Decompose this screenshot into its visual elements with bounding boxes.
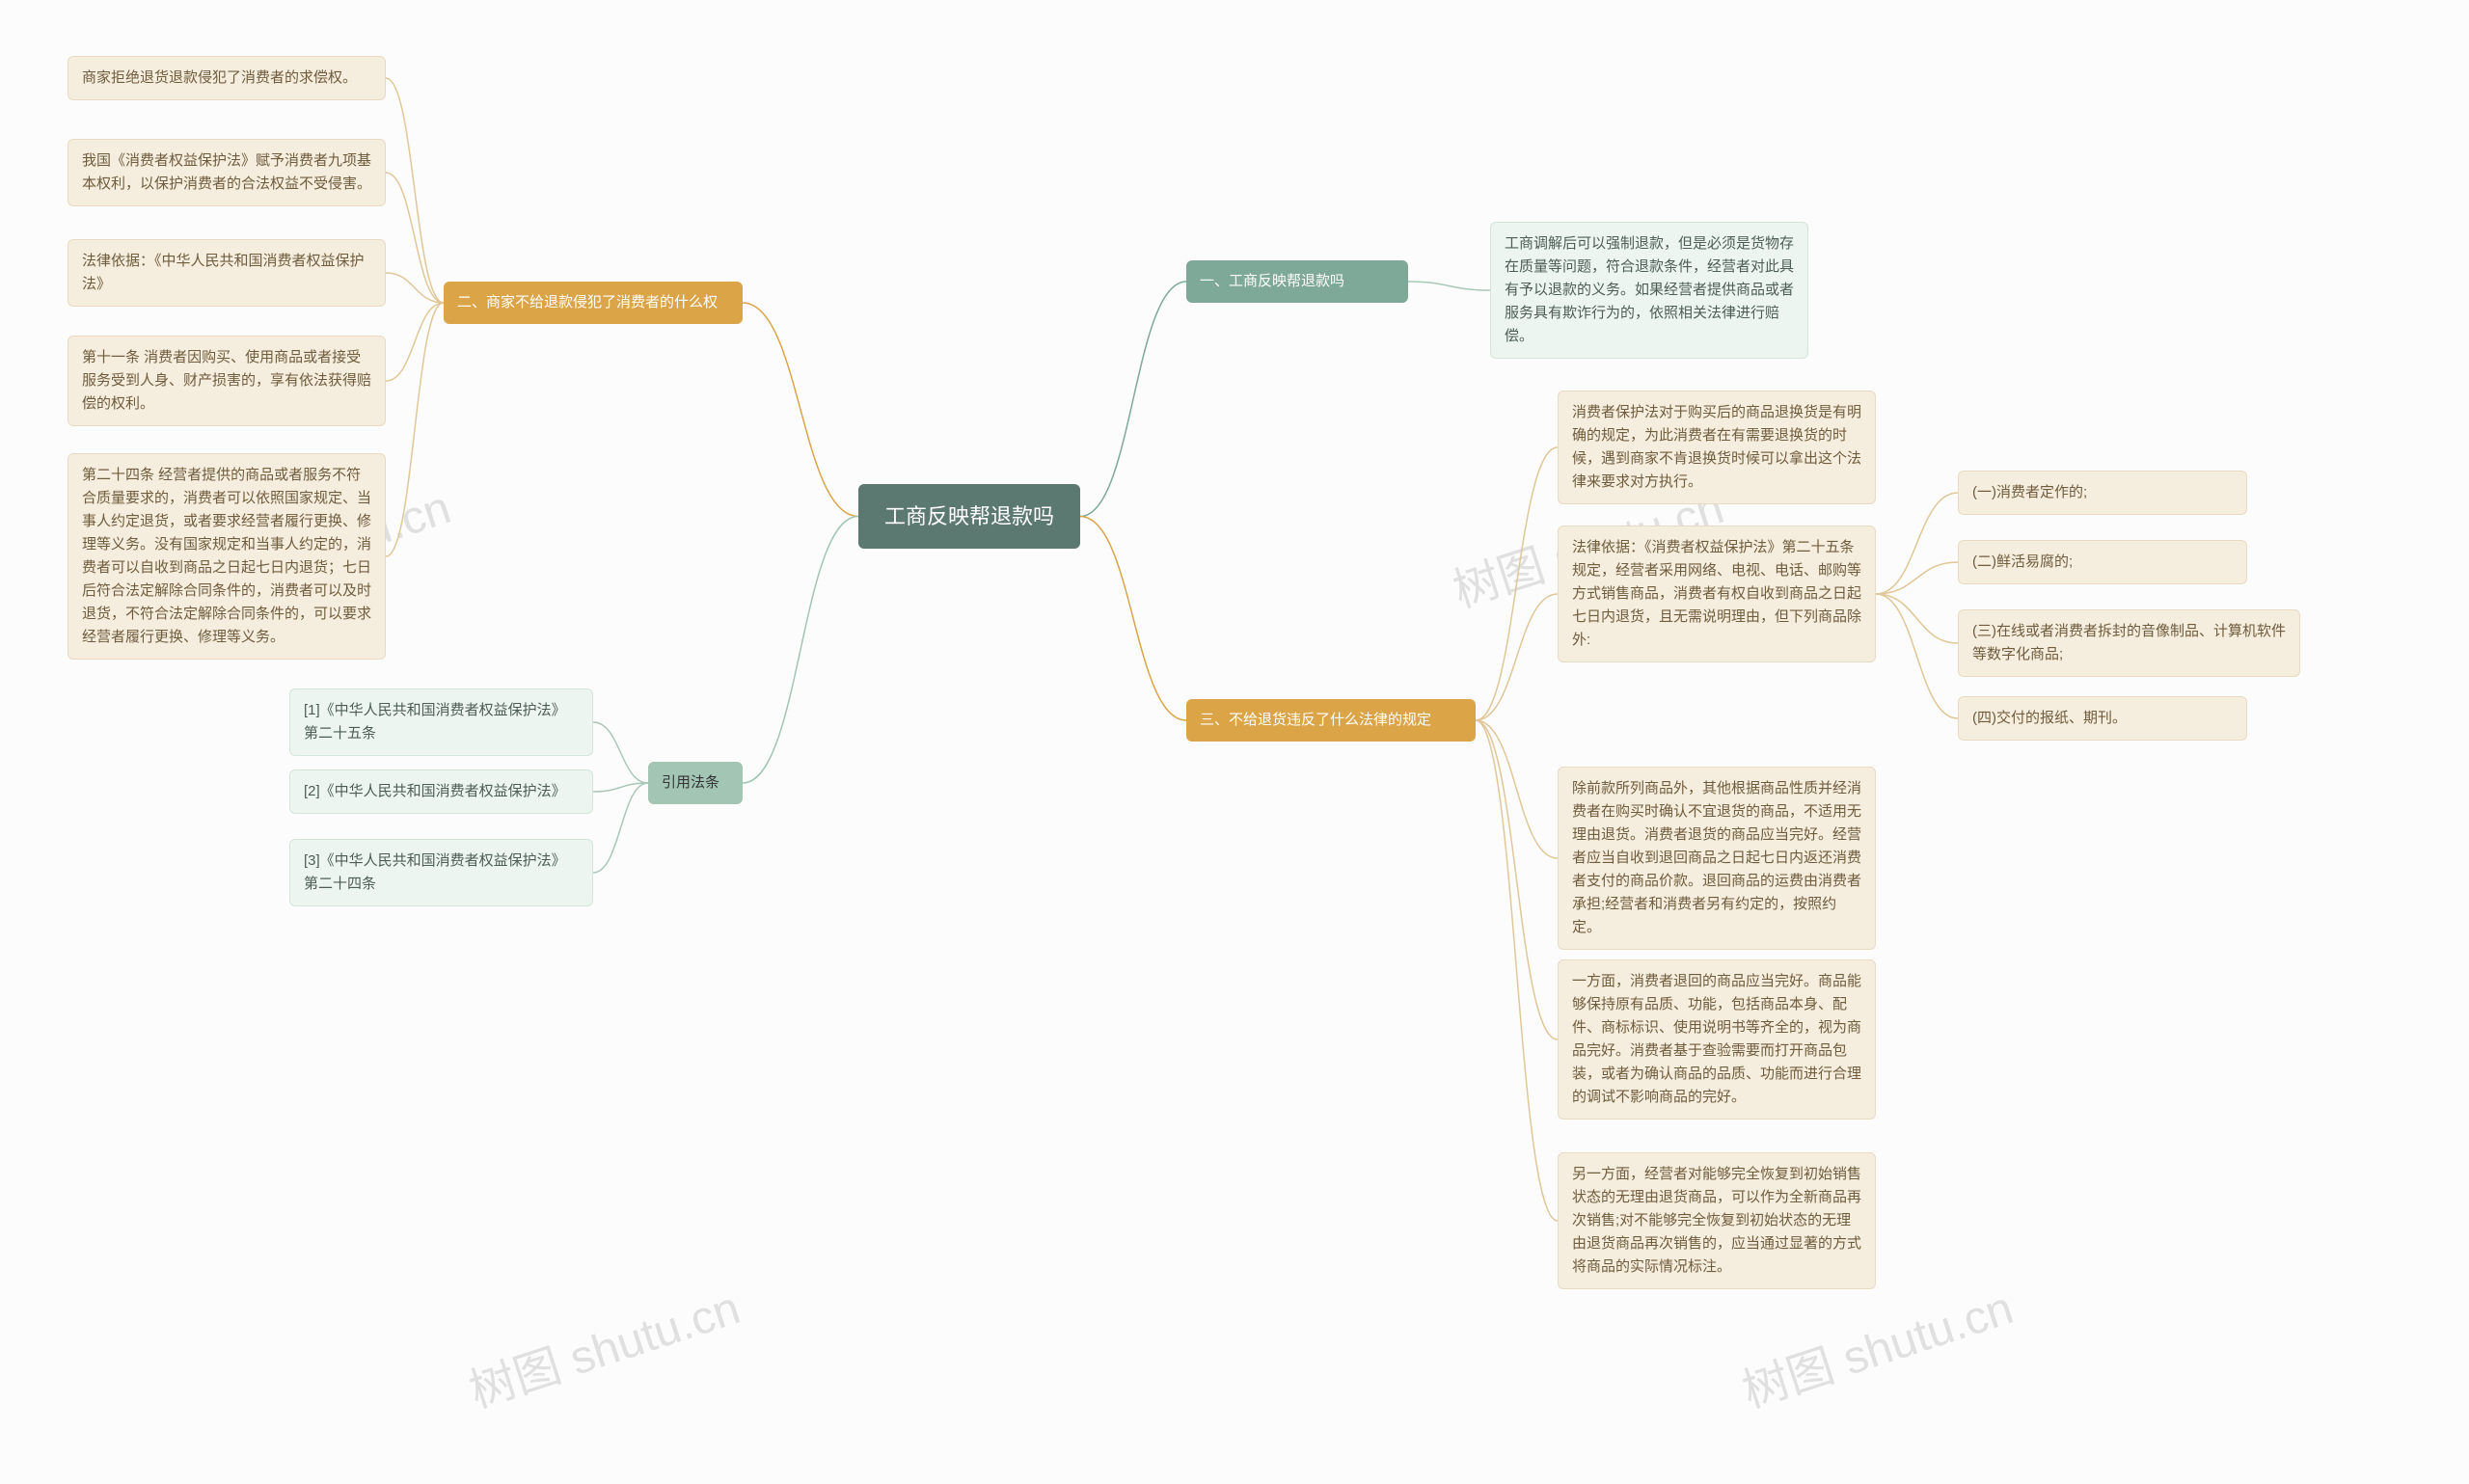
leaf-b3-2-1: (一)消费者定作的; (1958, 471, 2247, 515)
branch-cite: 引用法条 (648, 762, 743, 804)
root-node: 工商反映帮退款吗 (858, 484, 1080, 549)
leaf-cite-1: [1]《中华人民共和国消费者权益保护法》 第二十五条 (289, 688, 593, 756)
watermark: 树图 shutu.cn (1732, 1270, 2020, 1420)
leaf-b3-2-2: (二)鲜活易腐的; (1958, 540, 2247, 584)
watermark: 树图 shutu.cn (459, 1270, 746, 1420)
leaf-b2-5: 第二十四条 经营者提供的商品或者服务不符合质量要求的，消费者可以依照国家规定、当… (68, 453, 386, 660)
leaf-b3-4: 一方面，消费者退回的商品应当完好。商品能够保持原有品质、功能，包括商品本身、配件… (1558, 959, 1876, 1120)
leaf-cite-2: [2]《中华人民共和国消费者权益保护法》 (289, 769, 593, 814)
leaf-b3-3: 除前款所列商品外，其他根据商品性质并经消费者在购买时确认不宜退货的商品，不适用无… (1558, 767, 1876, 950)
leaf-b2-2: 我国《消费者权益保护法》赋予消费者九项基本权利，以保护消费者的合法权益不受侵害。 (68, 139, 386, 206)
leaf-b2-3: 法律依据：《中华人民共和国消费者权益保护法》 (68, 239, 386, 307)
leaf-b3-2: 法律依据：《消费者权益保护法》第二十五条规定，经营者采用网络、电视、电话、邮购等… (1558, 526, 1876, 662)
leaf-b3-2-3: (三)在线或者消费者拆封的音像制品、计算机软件等数字化商品; (1958, 609, 2300, 677)
branch-1: 一、工商反映帮退款吗 (1186, 260, 1408, 303)
leaf-b3-1: 消费者保护法对于购买后的商品退换货是有明确的规定，为此消费者在有需要退换货的时候… (1558, 391, 1876, 504)
leaf-b1-1: 工商调解后可以强制退款，但是必须是货物存在质量等问题，符合退款条件，经营者对此具… (1490, 222, 1808, 359)
branch-2: 二、商家不给退款侵犯了消费者的什么权 (444, 282, 743, 324)
leaf-cite-3: [3]《中华人民共和国消费者权益保护法》 第二十四条 (289, 839, 593, 906)
leaf-b2-1: 商家拒绝退货退款侵犯了消费者的求偿权。 (68, 56, 386, 100)
leaf-b3-5: 另一方面，经营者对能够完全恢复到初始销售状态的无理由退货商品，可以作为全新商品再… (1558, 1152, 1876, 1289)
branch-3: 三、不给退货违反了什么法律的规定 (1186, 699, 1476, 742)
leaf-b3-2-4: (四)交付的报纸、期刊。 (1958, 696, 2247, 741)
leaf-b2-4: 第十一条 消费者因购买、使用商品或者接受服务受到人身、财产损害的，享有依法获得赔… (68, 336, 386, 426)
